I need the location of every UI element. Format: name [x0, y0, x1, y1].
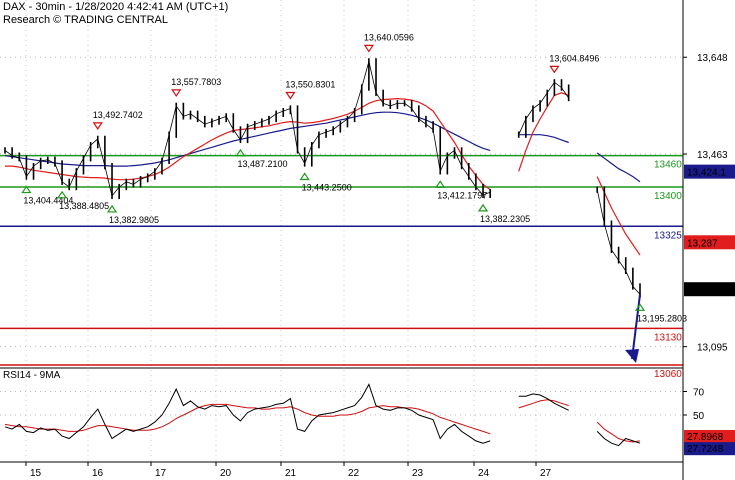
rsi-ma-value-label: 27.8968: [687, 432, 724, 443]
high-label: 13,557.7803: [171, 77, 221, 87]
price-tick-label: 13,648: [697, 53, 728, 64]
forecast-arrow-head: [625, 349, 639, 363]
level-label: 13060: [654, 369, 682, 380]
low-marker: [477, 203, 489, 212]
forecast-arrow-shaft: [631, 294, 641, 360]
low-label: 13,382.2305: [480, 214, 530, 224]
rsi-title: RSI14 - 9MA: [3, 370, 61, 381]
high-label: 13,604.8496: [549, 53, 599, 63]
rsi-line: [4, 383, 641, 447]
high-marker: [549, 65, 560, 74]
low-marker: [634, 303, 646, 311]
rsi-value-box: [684, 442, 735, 456]
time-tick-label: 21: [285, 468, 297, 479]
low-marker: [21, 185, 32, 194]
rsi-value-label: 27.7248: [687, 444, 724, 455]
price-tick-label: 13,463: [697, 150, 728, 161]
low-label: 13,412.1797: [437, 190, 487, 200]
current-price-box: [684, 282, 735, 297]
axis-value-label: 13,424.1: [687, 168, 726, 179]
low-marker: [299, 172, 310, 181]
level-label: 13130: [654, 332, 682, 343]
low-marker: [56, 190, 68, 199]
low-marker: [235, 148, 246, 157]
low-marker: [435, 180, 446, 188]
time-tick-label: 20: [220, 468, 232, 479]
grid: [0, 0, 683, 462]
level-label: 13325: [654, 230, 682, 241]
low-label: 13,487.2100: [237, 159, 287, 169]
current-price-label: 13,204.8: [687, 285, 726, 296]
chart-subtitle: Research © TRADING CENTRAL: [3, 14, 168, 26]
low-label: 13,388.4805: [59, 201, 109, 211]
level-label: 13460: [654, 160, 682, 171]
low-label: 13,404.4404: [23, 196, 73, 206]
high-marker: [363, 44, 374, 53]
high-label: 13,550.8301: [285, 80, 335, 90]
price-tick-label: 13,095: [697, 343, 728, 354]
time-tick-label: 24: [478, 468, 490, 479]
chart-title: DAX - 30min - 1/28/2020 4:42:41 AM (UTC+…: [3, 1, 229, 13]
axis-value-label: 13,287: [687, 238, 718, 249]
time-tick-label: 27: [540, 468, 552, 479]
rsi-ma-value-box: [684, 429, 735, 443]
time-tick-label: 16: [92, 468, 104, 479]
low-label: 13,443.2500: [302, 182, 352, 192]
axis-value-box: [684, 164, 735, 179]
high-marker: [285, 91, 296, 100]
low-marker: [106, 204, 118, 213]
rsi-tick-label: 70: [693, 388, 705, 399]
low-label: 13,382.9805: [109, 215, 159, 225]
price-line: [4, 61, 641, 295]
series: [4, 58, 641, 363]
levels: 13460 13400 13325 13130 13060: [0, 154, 683, 380]
time-tick-label: 17: [155, 468, 167, 479]
time-tick-label: 22: [348, 468, 360, 479]
time-tick-label: 15: [30, 468, 42, 479]
high-marker: [171, 89, 182, 97]
high-marker: [92, 122, 103, 130]
high-label: 13,492.7402: [93, 110, 143, 120]
high-label: 13,640.0596: [364, 32, 414, 42]
low-label: 13,195.2803: [637, 313, 687, 323]
axis-value-box: [684, 235, 735, 250]
level-label: 13400: [654, 191, 682, 202]
time-tick-label: 23: [412, 468, 424, 479]
rsi-tick-label: 50: [693, 411, 705, 422]
rsi-ma-line: [4, 399, 641, 443]
